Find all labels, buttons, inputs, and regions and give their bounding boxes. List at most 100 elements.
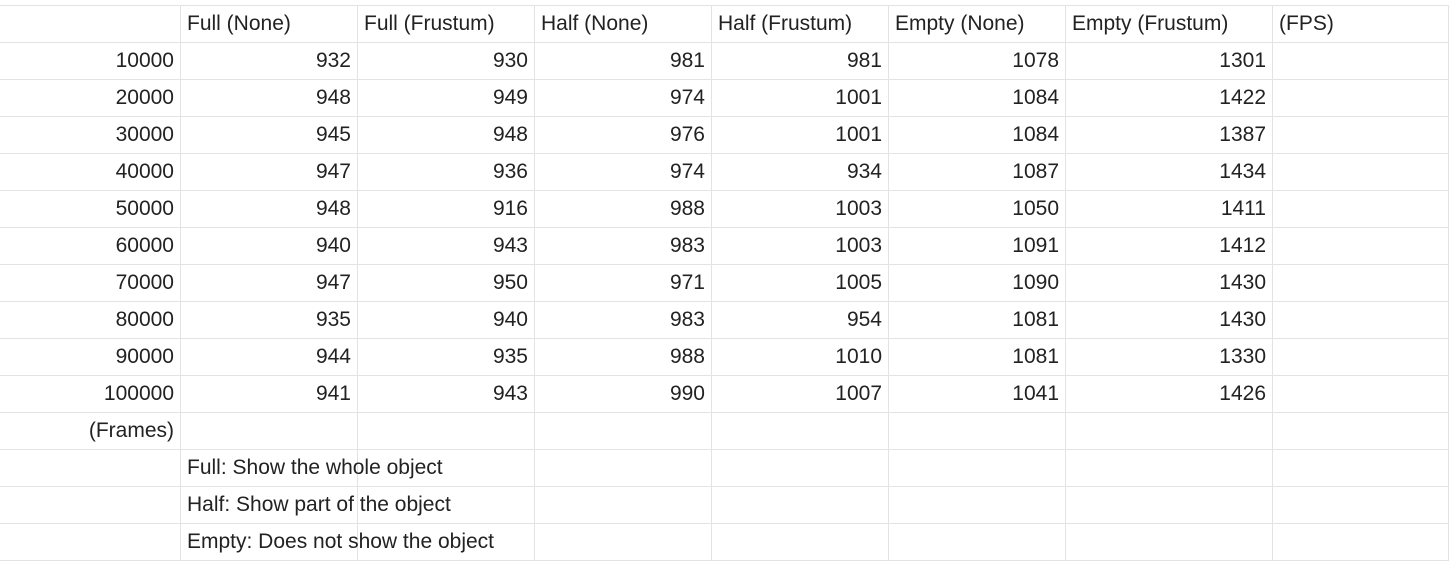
table-cell[interactable]: 932 [181,43,358,80]
header-cell[interactable]: Full (None) [181,6,358,43]
table-cell[interactable] [358,413,535,450]
row-label-cell[interactable] [0,487,181,524]
table-cell[interactable] [889,413,1066,450]
corner-cell[interactable] [0,6,181,43]
table-cell[interactable]: 1087 [889,154,1066,191]
row-label-cell[interactable]: 40000 [0,154,181,191]
table-cell[interactable]: 1081 [889,339,1066,376]
header-cell[interactable]: Empty (Frustum) [1066,6,1273,43]
table-cell[interactable]: 935 [181,302,358,339]
table-cell[interactable]: 1090 [889,265,1066,302]
row-label-cell[interactable]: 100000 [0,376,181,413]
table-cell[interactable] [1066,413,1273,450]
table-cell[interactable] [1273,524,1449,561]
row-label-cell[interactable]: 30000 [0,117,181,154]
header-cell[interactable]: Empty (None) [889,6,1066,43]
table-cell[interactable]: 988 [535,191,712,228]
table-cell[interactable] [712,487,889,524]
table-cell[interactable]: 1003 [712,191,889,228]
table-cell[interactable] [535,524,712,561]
table-cell[interactable]: 947 [181,154,358,191]
table-cell[interactable]: 981 [712,43,889,80]
table-cell[interactable]: 941 [181,376,358,413]
table-cell[interactable]: 1081 [889,302,1066,339]
table-cell[interactable]: 1387 [1066,117,1273,154]
table-cell[interactable] [1273,265,1449,302]
header-cell[interactable]: Half (Frustum) [712,6,889,43]
table-cell[interactable] [1273,376,1449,413]
table-cell[interactable]: 943 [358,376,535,413]
table-cell[interactable]: 1078 [889,43,1066,80]
table-cell[interactable] [889,450,1066,487]
table-cell[interactable]: 1091 [889,228,1066,265]
table-cell[interactable] [358,487,535,524]
table-cell[interactable]: 981 [535,43,712,80]
table-cell[interactable]: 1003 [712,228,889,265]
table-cell[interactable]: 1005 [712,265,889,302]
table-cell[interactable]: 1430 [1066,265,1273,302]
table-cell[interactable]: 949 [358,80,535,117]
table-cell[interactable]: 950 [358,265,535,302]
table-cell[interactable]: 983 [535,302,712,339]
table-cell[interactable] [535,450,712,487]
table-cell[interactable]: 976 [535,117,712,154]
table-cell[interactable] [1273,228,1449,265]
table-cell[interactable]: 1434 [1066,154,1273,191]
table-cell[interactable] [1066,450,1273,487]
table-cell[interactable] [1273,154,1449,191]
table-cell[interactable]: 1001 [712,117,889,154]
table-cell[interactable]: 1422 [1066,80,1273,117]
table-cell[interactable] [1273,339,1449,376]
table-cell[interactable]: 1041 [889,376,1066,413]
table-cell[interactable] [1066,487,1273,524]
row-label-cell[interactable]: (Frames) [0,413,181,450]
row-label-cell[interactable]: 80000 [0,302,181,339]
table-cell[interactable] [358,450,535,487]
table-cell[interactable]: Full: Show the whole object [181,450,443,487]
table-cell[interactable]: 948 [181,191,358,228]
table-cell[interactable]: 1301 [1066,43,1273,80]
table-cell[interactable]: 954 [712,302,889,339]
table-cell[interactable] [1066,524,1273,561]
table-cell[interactable]: 983 [535,228,712,265]
table-cell[interactable] [181,413,358,450]
row-label-cell[interactable]: 20000 [0,80,181,117]
table-cell[interactable]: 1007 [712,376,889,413]
table-cell[interactable] [1273,80,1449,117]
table-cell[interactable]: 943 [358,228,535,265]
row-label-cell[interactable]: 70000 [0,265,181,302]
table-cell[interactable]: 1430 [1066,302,1273,339]
row-label-cell[interactable] [0,524,181,561]
table-cell[interactable] [535,413,712,450]
table-cell[interactable]: Half: Show part of the object [181,487,451,524]
table-cell[interactable] [1273,117,1449,154]
table-cell[interactable]: 945 [181,117,358,154]
table-cell[interactable] [1273,413,1449,450]
table-cell[interactable] [1273,43,1449,80]
table-cell[interactable]: Empty: Does not show the object [181,524,494,561]
table-cell[interactable] [1273,302,1449,339]
row-label-cell[interactable] [0,450,181,487]
table-cell[interactable]: 1001 [712,80,889,117]
table-cell[interactable]: 1330 [1066,339,1273,376]
table-cell[interactable]: 947 [181,265,358,302]
row-label-cell[interactable]: 90000 [0,339,181,376]
table-cell[interactable]: 936 [358,154,535,191]
table-cell[interactable]: 971 [535,265,712,302]
table-cell[interactable] [712,450,889,487]
table-cell[interactable]: 1050 [889,191,1066,228]
table-cell[interactable] [1273,191,1449,228]
row-label-cell[interactable]: 60000 [0,228,181,265]
table-cell[interactable]: 940 [358,302,535,339]
table-cell[interactable]: 1426 [1066,376,1273,413]
table-cell[interactable] [889,487,1066,524]
table-cell[interactable]: 974 [535,80,712,117]
table-cell[interactable]: 1412 [1066,228,1273,265]
table-cell[interactable]: 988 [535,339,712,376]
table-cell[interactable]: 934 [712,154,889,191]
table-cell[interactable] [712,524,889,561]
table-cell[interactable] [889,524,1066,561]
table-cell[interactable] [535,487,712,524]
header-cell[interactable]: (FPS) [1273,6,1449,43]
table-cell[interactable]: 1010 [712,339,889,376]
